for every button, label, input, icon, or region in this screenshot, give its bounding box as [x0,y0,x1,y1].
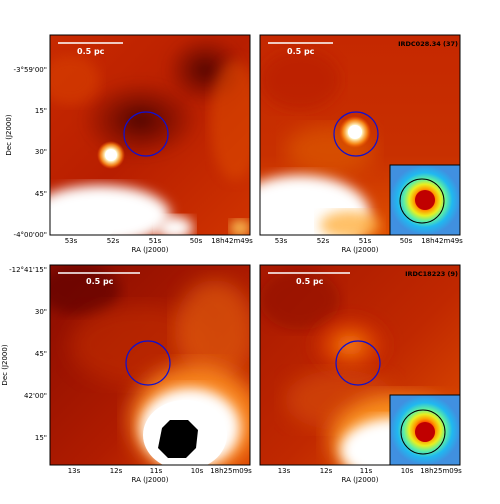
x-tick-label: 53s [65,237,78,245]
scale-bar-label: 0.5 pc [86,277,114,286]
x-tick-label: 50s [400,237,413,245]
x-axis-label: RA (J2000) [132,476,169,484]
panel-top-left: 0.5 pc -3°59'00" 15" 30" 45" -4°00'00" 5… [5,34,253,254]
x-tick-label: 11s [360,467,373,475]
inset-zoom [389,394,461,466]
y-tick-label: -4°00'00" [14,231,47,239]
y-tick-label: 30" [35,308,47,316]
scale-bar-label: 0.5 pc [77,47,105,56]
y-tick-label: 45" [35,190,47,198]
y-tick-label: 15" [35,434,47,442]
x-tick-label: 18h42m49s [211,237,253,245]
inset-aperture-circle [399,178,445,224]
y-tick-labels: -3°59'00" 15" 30" 45" -4°00'00" [14,66,47,239]
y-tick-label: 42'00" [24,392,47,400]
x-tick-label: 10s [401,467,414,475]
aperture-circle [123,111,169,157]
image-top-left [50,35,250,235]
x-tick-label: 13s [278,467,291,475]
source-label: IRDC18223 (9) [405,270,458,278]
x-tick-label: 51s [359,237,372,245]
image-top-right [260,35,460,235]
x-tick-labels: 53s 52s 51s 50s 18h42m49s [65,237,253,245]
x-tick-label: 13s [68,467,81,475]
scale-bar-label: 0.5 pc [287,47,315,56]
y-axis-label: Dec (J2000) [1,344,9,385]
panel-top-right: 0.5 pc IRDC028.34 (37) 53s 52s 51s 50s 1… [259,34,463,254]
y-tick-label: -12°41'15" [9,266,47,274]
x-tick-label: 18h25m09s [210,467,252,475]
x-tick-labels: 13s 12s 11s 10s 18h25m09s [68,467,252,475]
panel-bottom-left: 0.5 pc -12°41'15" 30" 45" 42'00" 15" 13s… [1,264,252,484]
x-axis-label: RA (J2000) [342,246,379,254]
aperture-circle [335,340,381,386]
x-tick-label: 12s [320,467,333,475]
panel-bottom-right: 0.5 pc IRDC18223 (9) 13s 12s 11s 10s 18h… [259,264,462,484]
source-label: IRDC028.34 (37) [398,40,458,48]
x-tick-label: 52s [107,237,120,245]
x-tick-labels: 53s 52s 51s 50s 18h42m49s [275,237,463,245]
y-axis-label: Dec (J2000) [5,114,13,155]
y-tick-label: 45" [35,350,47,358]
x-axis-label: RA (J2000) [132,246,169,254]
x-tick-label: 53s [275,237,288,245]
aperture-circle [333,111,379,157]
y-tick-label: 15" [35,107,47,115]
image-bottom-left [50,265,250,465]
x-tick-label: 50s [190,237,203,245]
x-tick-label: 12s [110,467,123,475]
x-tick-label: 51s [149,237,162,245]
x-tick-labels: 13s 12s 11s 10s 18h25m09s [278,467,462,475]
x-tick-label: 18h25m09s [420,467,462,475]
y-tick-label: 30" [35,148,47,156]
y-tick-labels: -12°41'15" 30" 45" 42'00" 15" [9,266,47,442]
x-tick-label: 18h42m49s [421,237,463,245]
x-tick-label: 10s [191,467,204,475]
scale-bar-label: 0.5 pc [296,277,324,286]
aperture-circle [125,340,171,386]
inset-zoom [389,164,461,236]
inset-aperture-circle [400,409,446,455]
x-tick-label: 52s [317,237,330,245]
y-tick-label: -3°59'00" [14,66,47,74]
x-tick-label: 11s [150,467,163,475]
x-axis-label: RA (J2000) [342,476,379,484]
